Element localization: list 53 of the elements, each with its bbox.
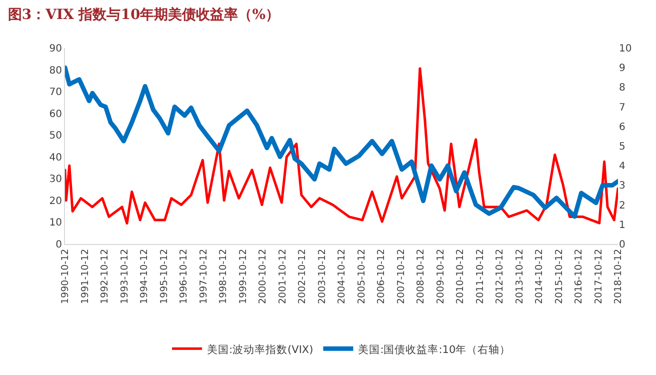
x-tick-label: 2011-10-12	[474, 248, 486, 304]
x-tick-label: 2007-10-12	[396, 248, 407, 304]
x-tick-label: 2004-10-12	[336, 248, 348, 304]
y-tick-label: 50	[49, 130, 62, 142]
y-tick-label: 90	[49, 44, 62, 54]
x-tick-label: 2017-10-12	[593, 248, 604, 304]
x-tick-label: 2014-10-12	[534, 248, 546, 304]
y-tick-label: 30	[49, 174, 62, 186]
chart-title: 图3：VIX 指数与10年期美债收益率（%）	[8, 6, 280, 24]
x-tick-label: 2000-10-12	[258, 248, 269, 304]
x-tick-label: 1990-10-12	[60, 248, 72, 304]
x-tick-label: 2018-10-12	[613, 248, 624, 304]
legend-label: 美国:国债收益率:10年（右轴）	[358, 342, 511, 356]
y-tick-label: 70	[49, 87, 62, 98]
y2-tick-label: 3	[619, 180, 626, 192]
y2-tick-label: 0	[619, 240, 626, 250]
x-tick-label: 1993-10-12	[119, 248, 130, 304]
legend-label: 美国:波动率指数(VIX)	[207, 342, 314, 356]
y2-tick-label: 1	[619, 220, 626, 231]
x-tick-label: 1994-10-12	[139, 248, 150, 304]
x-tick-label: 2005-10-12	[356, 248, 368, 304]
y2-tick-label: 7	[619, 102, 626, 114]
x-tick-label: 2012-10-12	[494, 248, 506, 304]
x-tick-label: 1995-10-12	[158, 248, 170, 304]
y-tick-label: 20	[49, 196, 62, 207]
x-tick-label: 2010-10-12	[455, 248, 466, 304]
y-tick-label: 40	[49, 152, 62, 164]
y2-tick-label: 8	[619, 82, 626, 94]
y2-tick-label: 4	[619, 161, 626, 172]
y-tick-label: 10	[49, 218, 62, 229]
y-tick-label: 80	[49, 65, 62, 76]
x-tick-label: 2002-10-12	[297, 248, 308, 304]
x-tick-label: 2001-10-12	[277, 248, 288, 304]
x-tick-label: 1991-10-12	[80, 248, 91, 304]
y2-tick-label: 6	[619, 122, 626, 133]
y2-tick-label: 10	[619, 44, 632, 54]
y-tick-label: 0	[56, 240, 62, 250]
x-tick-label: 1997-10-12	[198, 248, 210, 304]
y-tick-label: 60	[49, 108, 62, 120]
x-tick-label: 2015-10-12	[554, 248, 565, 304]
x-tick-label: 2006-10-12	[376, 248, 388, 304]
y2-tick-label: 2	[619, 200, 626, 212]
y2-tick-label: 5	[619, 142, 626, 152]
y2-tick-label: 9	[619, 63, 626, 74]
x-tick-label: 2009-10-12	[435, 248, 446, 304]
x-tick-label: 1996-10-12	[178, 248, 190, 304]
x-tick-label: 1999-10-12	[238, 248, 249, 304]
x-tick-label: 2003-10-12	[316, 248, 328, 304]
x-tick-label: 2016-10-12	[574, 248, 585, 304]
x-tick-label: 1992-10-12	[100, 248, 111, 304]
x-tick-label: 2013-10-12	[514, 248, 526, 304]
x-tick-label: 1998-10-12	[218, 248, 230, 304]
x-tick-label: 2008-10-12	[416, 248, 427, 304]
